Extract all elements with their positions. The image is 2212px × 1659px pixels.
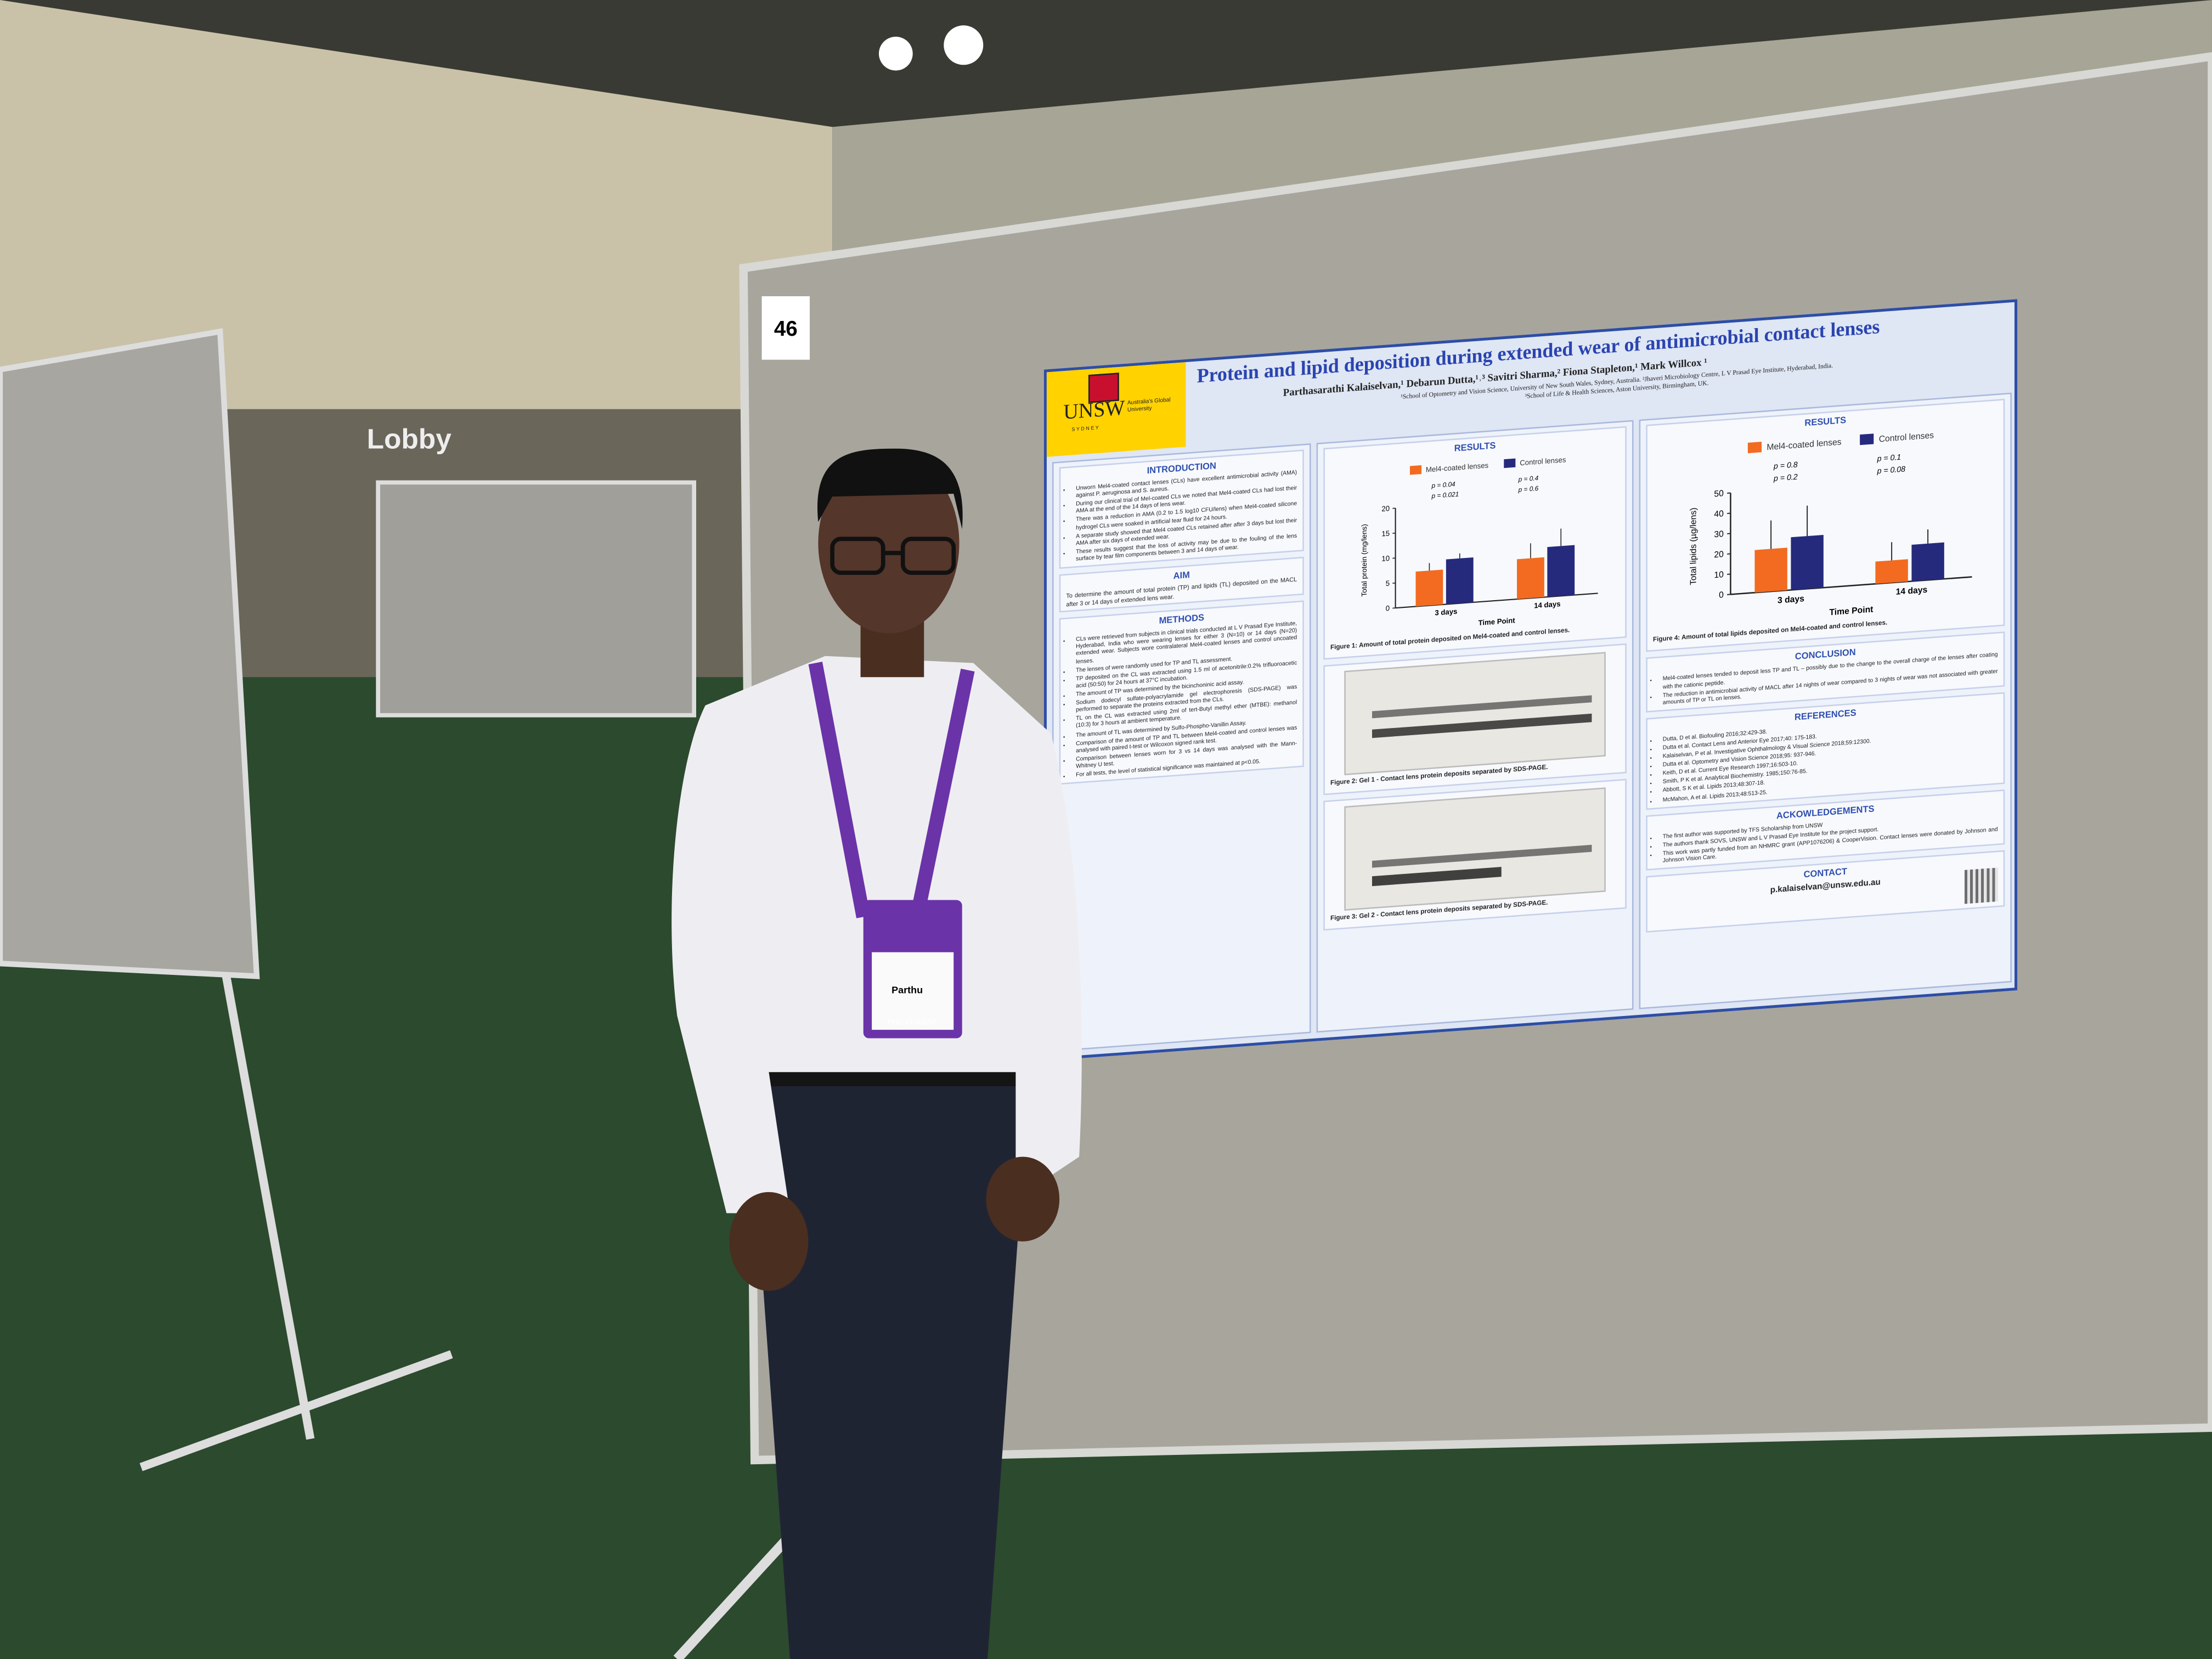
y-tick-label: 30 (1714, 529, 1724, 539)
legend-swatch (1747, 442, 1762, 454)
y-axis-label: Total protein (mg/lens) (1360, 524, 1368, 597)
glasses (830, 537, 956, 575)
hand (986, 1156, 1060, 1242)
x-tick-label: 3 days (1435, 607, 1457, 617)
bar (1754, 548, 1787, 593)
y-axis-label: Total lipids (µg/lens) (1689, 507, 1699, 585)
x-tick-label: 3 days (1778, 594, 1804, 606)
x-axis-label: Time Point (1829, 605, 1874, 617)
annotation: p = 0.4 (1518, 474, 1539, 483)
lobby-sign: Lobby (367, 423, 452, 455)
y-tick-label: 40 (1714, 509, 1724, 519)
legend-swatch (1409, 465, 1422, 475)
annotation: p = 0.2 (1773, 473, 1798, 483)
y-tick-label: 50 (1714, 489, 1724, 499)
annotation: p = 0.6 (1518, 484, 1539, 494)
x-axis-label: Time Point (1479, 616, 1516, 627)
back-board (376, 480, 696, 718)
bar (1446, 557, 1474, 605)
y-tick-label: 0 (1719, 590, 1724, 600)
legend-swatch (1860, 433, 1874, 445)
y-tick-label: 20 (1714, 550, 1724, 560)
poster: UNSW SYDNEY Australia's Global Universit… (1043, 299, 2018, 1061)
y-tick-label: 15 (1381, 529, 1390, 538)
annotation: p = 0.1 (1877, 453, 1901, 464)
board-leg (221, 972, 315, 1440)
legend-label: Control lenses (1520, 455, 1566, 467)
bar (1911, 542, 1944, 582)
bar (1517, 557, 1544, 600)
board-number-card (761, 296, 810, 360)
trousers (747, 1072, 1030, 1659)
x-tick-label: 14 days (1896, 585, 1928, 597)
section: RESULTS Mel4-coated lenses Control lenses… (1646, 398, 2005, 653)
y-tick-label: 0 (1386, 604, 1390, 613)
head (818, 453, 960, 634)
badge-role: PHD STUDENT (888, 1018, 938, 1026)
badge-name: Parthu (891, 984, 923, 995)
y-tick-label: 10 (1381, 554, 1390, 563)
x-tick-label: 14 days (1534, 600, 1560, 610)
y-tick-label: 5 (1386, 579, 1390, 588)
y-tick-label: 20 (1381, 504, 1390, 513)
bar (1415, 569, 1443, 607)
column: RESULTS Mel4-coated lenses Control lenses… (1316, 420, 1634, 1033)
annotation: p = 0.04 (1431, 480, 1456, 489)
hair (817, 448, 963, 529)
annotation: p = 0.021 (1431, 490, 1459, 500)
y-tick-label: 10 (1714, 570, 1724, 580)
board-number: 46 (774, 317, 798, 341)
board-leg (139, 1350, 453, 1471)
bar (1875, 559, 1908, 584)
section: RESULTS Mel4-coated lenses Control lenses… (1323, 426, 1627, 659)
bar (1791, 534, 1824, 590)
ceiling-light (878, 36, 913, 71)
annotation: p = 0.8 (1773, 460, 1798, 471)
annotation: p = 0.08 (1877, 465, 1906, 476)
column: RESULTS Mel4-coated lenses Control lenses… (1639, 392, 2012, 1009)
chart: Mel4-coated lenses Control lenses05101520… (1360, 455, 1598, 627)
left-board (0, 328, 260, 979)
lanyard (808, 662, 975, 919)
hand (729, 1192, 809, 1291)
legend-swatch (1504, 458, 1516, 469)
bar (1547, 545, 1575, 597)
ceiling-light (944, 25, 984, 65)
badge (872, 952, 954, 1030)
